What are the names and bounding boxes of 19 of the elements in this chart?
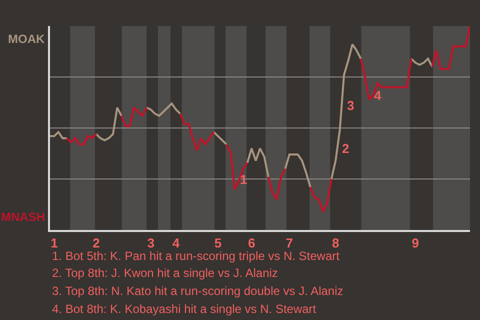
text: 2. Top 8th: J. Kwon hit a single vs J. Alaniz bbox=[52, 266, 278, 280]
text: 4. Bot 8th: K. Kobayashi hit a single vs N. Stewart bbox=[52, 302, 317, 316]
annotation: 2 bbox=[342, 141, 350, 156]
text: MOAK bbox=[8, 32, 45, 46]
text: 3. Top 8th: N. Kato hit a run-scoring double vs J. Alaniz bbox=[52, 284, 344, 298]
annotation: 1 bbox=[240, 172, 248, 187]
x-tick-label: 6 bbox=[248, 236, 256, 251]
x-tick-label: 2 bbox=[92, 236, 100, 251]
annotation: 4 bbox=[374, 88, 382, 103]
x-tick-label: 5 bbox=[214, 236, 222, 251]
x-tick-label: 4 bbox=[172, 236, 180, 251]
x-tick-label: 7 bbox=[286, 236, 294, 251]
annotation: 3 bbox=[347, 98, 354, 113]
x-tick-label: 9 bbox=[412, 236, 420, 251]
x-tick-label: 8 bbox=[332, 236, 340, 251]
text: 1. Bot 5th: K. Pan hit a run-scoring triple vs N. Stewart bbox=[52, 249, 340, 263]
x-tick-label: 3 bbox=[147, 236, 154, 251]
x-tick-label: 1 bbox=[50, 236, 58, 251]
text: MNASH bbox=[1, 210, 45, 224]
